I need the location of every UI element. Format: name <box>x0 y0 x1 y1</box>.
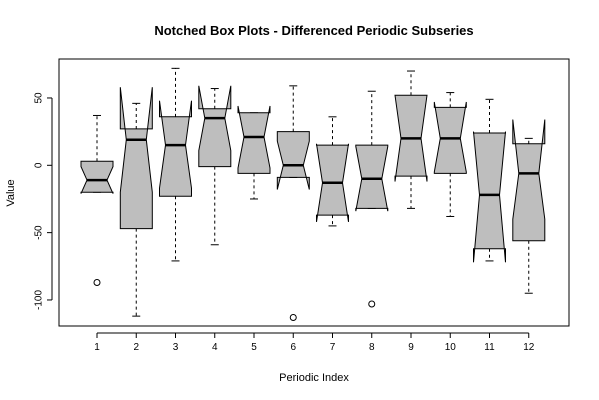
box <box>237 105 271 174</box>
x-tick-label: 10 <box>445 342 457 353</box>
x-axis-label: Periodic Index <box>279 372 349 384</box>
x-tick-label: 7 <box>330 342 336 353</box>
x-tick-label: 4 <box>212 342 218 353</box>
y-tick-label: 0 <box>34 162 45 168</box>
chart-title: Notched Box Plots - Differenced Periodic… <box>154 23 473 38</box>
x-tick-label: 6 <box>290 342 296 353</box>
box <box>159 100 192 197</box>
x-tick-label: 2 <box>133 342 139 353</box>
x-tick-label: 9 <box>408 342 414 353</box>
box <box>276 131 310 190</box>
box <box>80 160 114 194</box>
outlier-point <box>368 300 376 308</box>
box <box>119 87 153 230</box>
x-tick-label: 5 <box>251 342 257 353</box>
box <box>198 85 232 168</box>
outlier-point <box>93 278 101 286</box>
outlier-point <box>289 313 297 321</box>
y-tick-label: -100 <box>34 290 45 310</box>
x-tick-label: 11 <box>484 342 495 353</box>
box <box>512 119 546 242</box>
x-tick-label: 12 <box>523 342 535 353</box>
plot-area <box>58 58 570 327</box>
x-tick-label: 8 <box>369 342 375 353</box>
box <box>473 131 506 263</box>
y-axis-label: Value <box>5 179 17 206</box>
x-tick-label: 1 <box>94 342 100 353</box>
y-tick-label: 50 <box>34 92 45 104</box>
x-tick-label: 3 <box>173 342 179 353</box>
y-tick-label: -50 <box>34 225 45 240</box>
